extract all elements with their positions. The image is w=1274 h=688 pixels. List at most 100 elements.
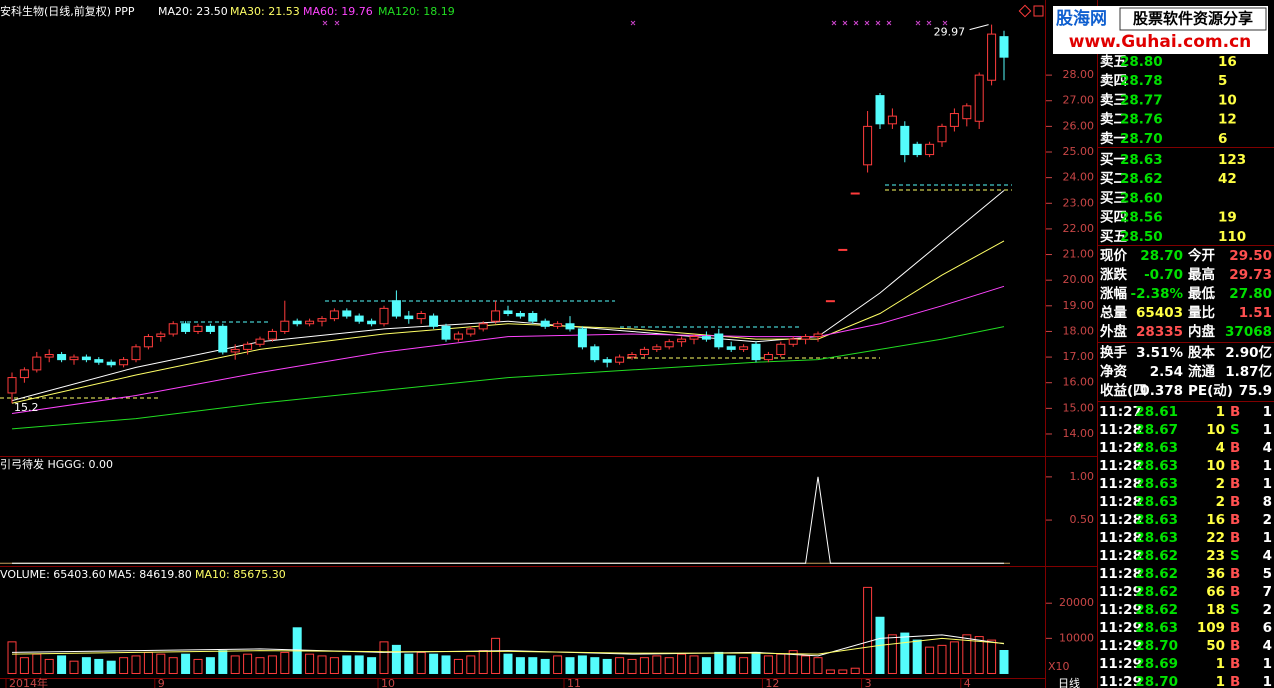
- candle-body: [652, 346, 662, 350]
- book-price: 28.76: [1120, 112, 1163, 128]
- tick-time: 11:28: [1099, 548, 1142, 564]
- quote-value: 29.73: [1229, 267, 1272, 283]
- candle-body: [292, 320, 302, 325]
- quote-label: 收益(四: [1100, 382, 1147, 399]
- y-tick-label: 10000: [1059, 631, 1094, 644]
- volume-bar: [379, 641, 389, 674]
- y-tick-label: 28.00: [1063, 68, 1095, 81]
- volume-bar: [441, 655, 451, 674]
- candle-body: [391, 300, 401, 317]
- candle-body: [553, 323, 563, 327]
- quote-value: 0.378: [1140, 383, 1183, 399]
- volume-bar: [825, 669, 835, 674]
- volume-bar: [664, 657, 674, 674]
- volume-bar: [987, 639, 997, 674]
- tick-count: 1: [1263, 674, 1272, 688]
- tick-side: B: [1230, 530, 1240, 546]
- quote-label: 外盘: [1100, 323, 1128, 340]
- volume-bar: [999, 650, 1009, 674]
- window-icon[interactable]: [1033, 5, 1044, 17]
- volume-bar: [32, 653, 42, 674]
- candle-body: [677, 338, 687, 343]
- quote-label: 今开: [1188, 247, 1216, 264]
- chart-title: VOLUME: 65403.60: [0, 568, 106, 581]
- tick-count: 2: [1263, 512, 1272, 528]
- tick-time: 11:28: [1099, 440, 1142, 456]
- volume-bar: [739, 657, 749, 674]
- tick-count: 4: [1263, 548, 1272, 564]
- volume-bar: [143, 651, 153, 674]
- volume-bar: [751, 651, 761, 674]
- volume-bar: [838, 669, 848, 674]
- legend-entry: MA30: 21.53: [230, 5, 300, 18]
- book-label: 卖二: [1100, 111, 1128, 128]
- tick-price: 28.62: [1135, 566, 1178, 582]
- quote-value: 75.9: [1239, 383, 1272, 399]
- volume-bar: [156, 653, 166, 674]
- candle-body: [7, 377, 17, 394]
- candle-body: [491, 310, 501, 322]
- y-tick-label: 22.00: [1063, 222, 1095, 235]
- candle-body: [429, 315, 439, 327]
- candle-body: [577, 328, 587, 348]
- candle-body: [168, 323, 178, 335]
- quote-label: PE(动): [1188, 382, 1233, 399]
- candle-body: [962, 105, 972, 120]
- volume-bar: [689, 655, 699, 674]
- quote-label: 换手: [1100, 344, 1128, 361]
- volume-bar: [776, 653, 786, 674]
- support-lines: [0, 184, 1012, 399]
- candle-body: [205, 325, 215, 332]
- volume-bar: [317, 655, 327, 674]
- tick-side: S: [1230, 602, 1240, 618]
- volume-bar: [367, 657, 377, 674]
- volume-bar: [181, 653, 191, 674]
- tick-price: 28.63: [1135, 512, 1178, 528]
- tick-volume: 2: [1216, 494, 1225, 510]
- candle-body: [193, 325, 203, 332]
- quote-value: 1.87亿: [1225, 363, 1272, 380]
- candle-body: [230, 348, 240, 353]
- candle-body: [441, 325, 451, 340]
- tick-price: 28.63: [1135, 530, 1178, 546]
- logo-url: www.Guhai.com.cn: [1069, 32, 1252, 52]
- book-label: 买四: [1100, 210, 1127, 226]
- tick-price: 28.70: [1135, 638, 1178, 654]
- x-tick-label: 11: [567, 677, 581, 688]
- book-volume: 19: [1218, 210, 1237, 226]
- tick-side: B: [1230, 476, 1240, 492]
- tick-time: 11:28: [1099, 530, 1142, 546]
- candle-body: [354, 315, 364, 322]
- candle-body: [887, 115, 897, 125]
- y-tick-label: 25.00: [1063, 145, 1095, 158]
- x-tick-label: 2014年: [9, 676, 48, 688]
- volume-bar: [515, 657, 525, 674]
- candle-body: [937, 125, 947, 143]
- tick-volume: 1: [1216, 656, 1225, 672]
- x-tick-label: 12: [765, 677, 779, 688]
- y-tick-label: 20.00: [1063, 273, 1095, 286]
- tick-time: 11:28: [1099, 422, 1142, 438]
- candle-body: [751, 343, 761, 361]
- candle-body: [565, 323, 575, 330]
- volume-bar: [615, 657, 625, 674]
- volume-bar: [900, 632, 910, 674]
- volume-bar: [540, 658, 550, 674]
- candle-body: [466, 328, 476, 335]
- window-icon[interactable]: [1018, 4, 1032, 18]
- tick-time: 11:29: [1099, 638, 1142, 654]
- candle-body: [69, 356, 79, 361]
- book-price: 28.70: [1120, 131, 1163, 147]
- ma-line: [11, 326, 1005, 430]
- tick-volume: 36: [1206, 566, 1225, 582]
- candle-body: [788, 338, 798, 345]
- book-volume: 110: [1218, 229, 1246, 245]
- volume-bar: [701, 657, 711, 674]
- low-annotation: 15.2: [14, 401, 39, 414]
- tick-price: 28.62: [1135, 602, 1178, 618]
- candle-body: [714, 333, 724, 348]
- quote-label: 股本: [1188, 344, 1216, 361]
- x-tick-label: 9: [158, 677, 165, 688]
- tick-time: 11:28: [1099, 512, 1142, 528]
- candle-body: [367, 320, 377, 325]
